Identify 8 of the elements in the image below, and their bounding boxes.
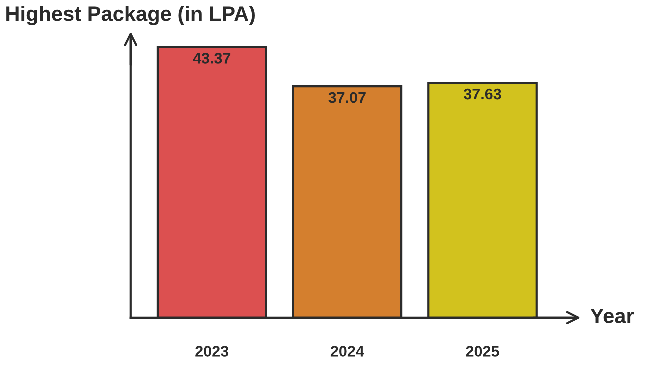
x-axis-title: Year [590, 308, 634, 324]
x-tick-label: 2024 [330, 346, 364, 357]
x-tick-label: 2025 [466, 346, 500, 357]
y-axis-title: Highest Package (in LPA) [6, 6, 255, 26]
data-label: 43.37 [193, 53, 231, 64]
data-label: 37.07 [328, 92, 366, 104]
data-label: 37.63 [464, 88, 502, 100]
x-tick-label: 2023 [196, 346, 229, 357]
